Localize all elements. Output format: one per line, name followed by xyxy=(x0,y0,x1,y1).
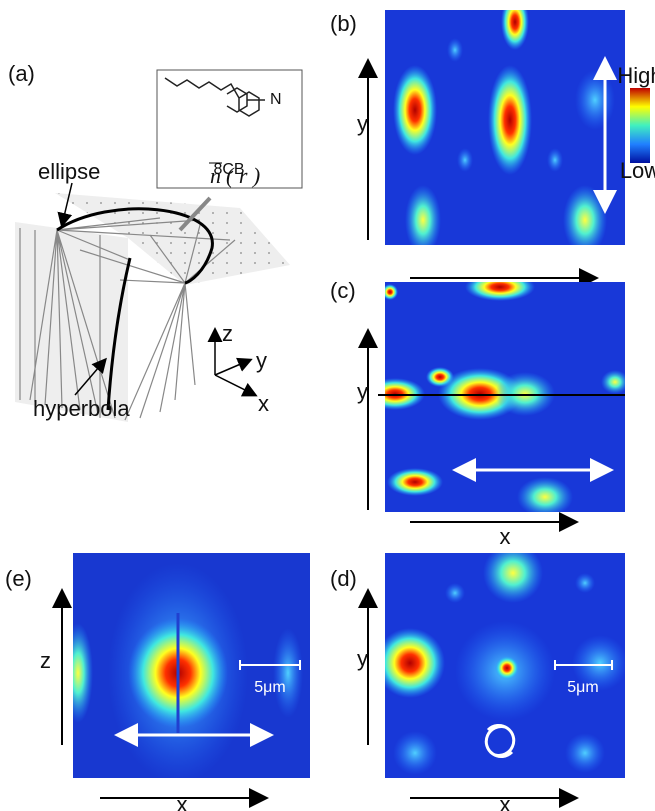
ellipse-label: ellipse xyxy=(38,159,100,184)
panel-label: (a) xyxy=(8,61,35,86)
y-axis-label: y xyxy=(357,646,368,671)
z-axis-label: z xyxy=(40,648,51,673)
x-axis-label: x xyxy=(500,524,511,549)
scale-bar-label: 5μm xyxy=(254,679,285,696)
axes-triad xyxy=(215,330,255,395)
heatmap xyxy=(385,0,625,255)
colorbar-high: High xyxy=(617,63,655,88)
figure: (a) N 8CB ellipse hyperbola n ( r ) z y … xyxy=(0,0,655,811)
axis-z: z xyxy=(222,321,233,346)
y-axis-label: y xyxy=(357,111,368,136)
x-axis-label: x xyxy=(177,792,188,811)
director-argument: ( r ) xyxy=(226,163,260,188)
panel-label: (b) xyxy=(330,11,357,36)
y-axis-label: y xyxy=(357,379,368,404)
axis-y: y xyxy=(256,348,267,373)
colorbar-low: Low xyxy=(620,158,655,183)
panel-label: (e) xyxy=(5,566,32,591)
heatmap xyxy=(375,543,628,778)
x-axis-label: x xyxy=(500,792,511,811)
heatmap xyxy=(63,553,310,783)
colorbar xyxy=(630,88,650,163)
director-symbol: n xyxy=(210,163,221,188)
scale-bar-label: 5μm xyxy=(567,679,598,696)
atom-label: N xyxy=(270,91,282,108)
axis-x: x xyxy=(258,391,269,416)
ellipse-pointer xyxy=(62,183,72,225)
panel-label: (c) xyxy=(330,278,356,303)
hyperbola-label: hyperbola xyxy=(33,396,130,421)
panel-label: (d) xyxy=(330,566,357,591)
